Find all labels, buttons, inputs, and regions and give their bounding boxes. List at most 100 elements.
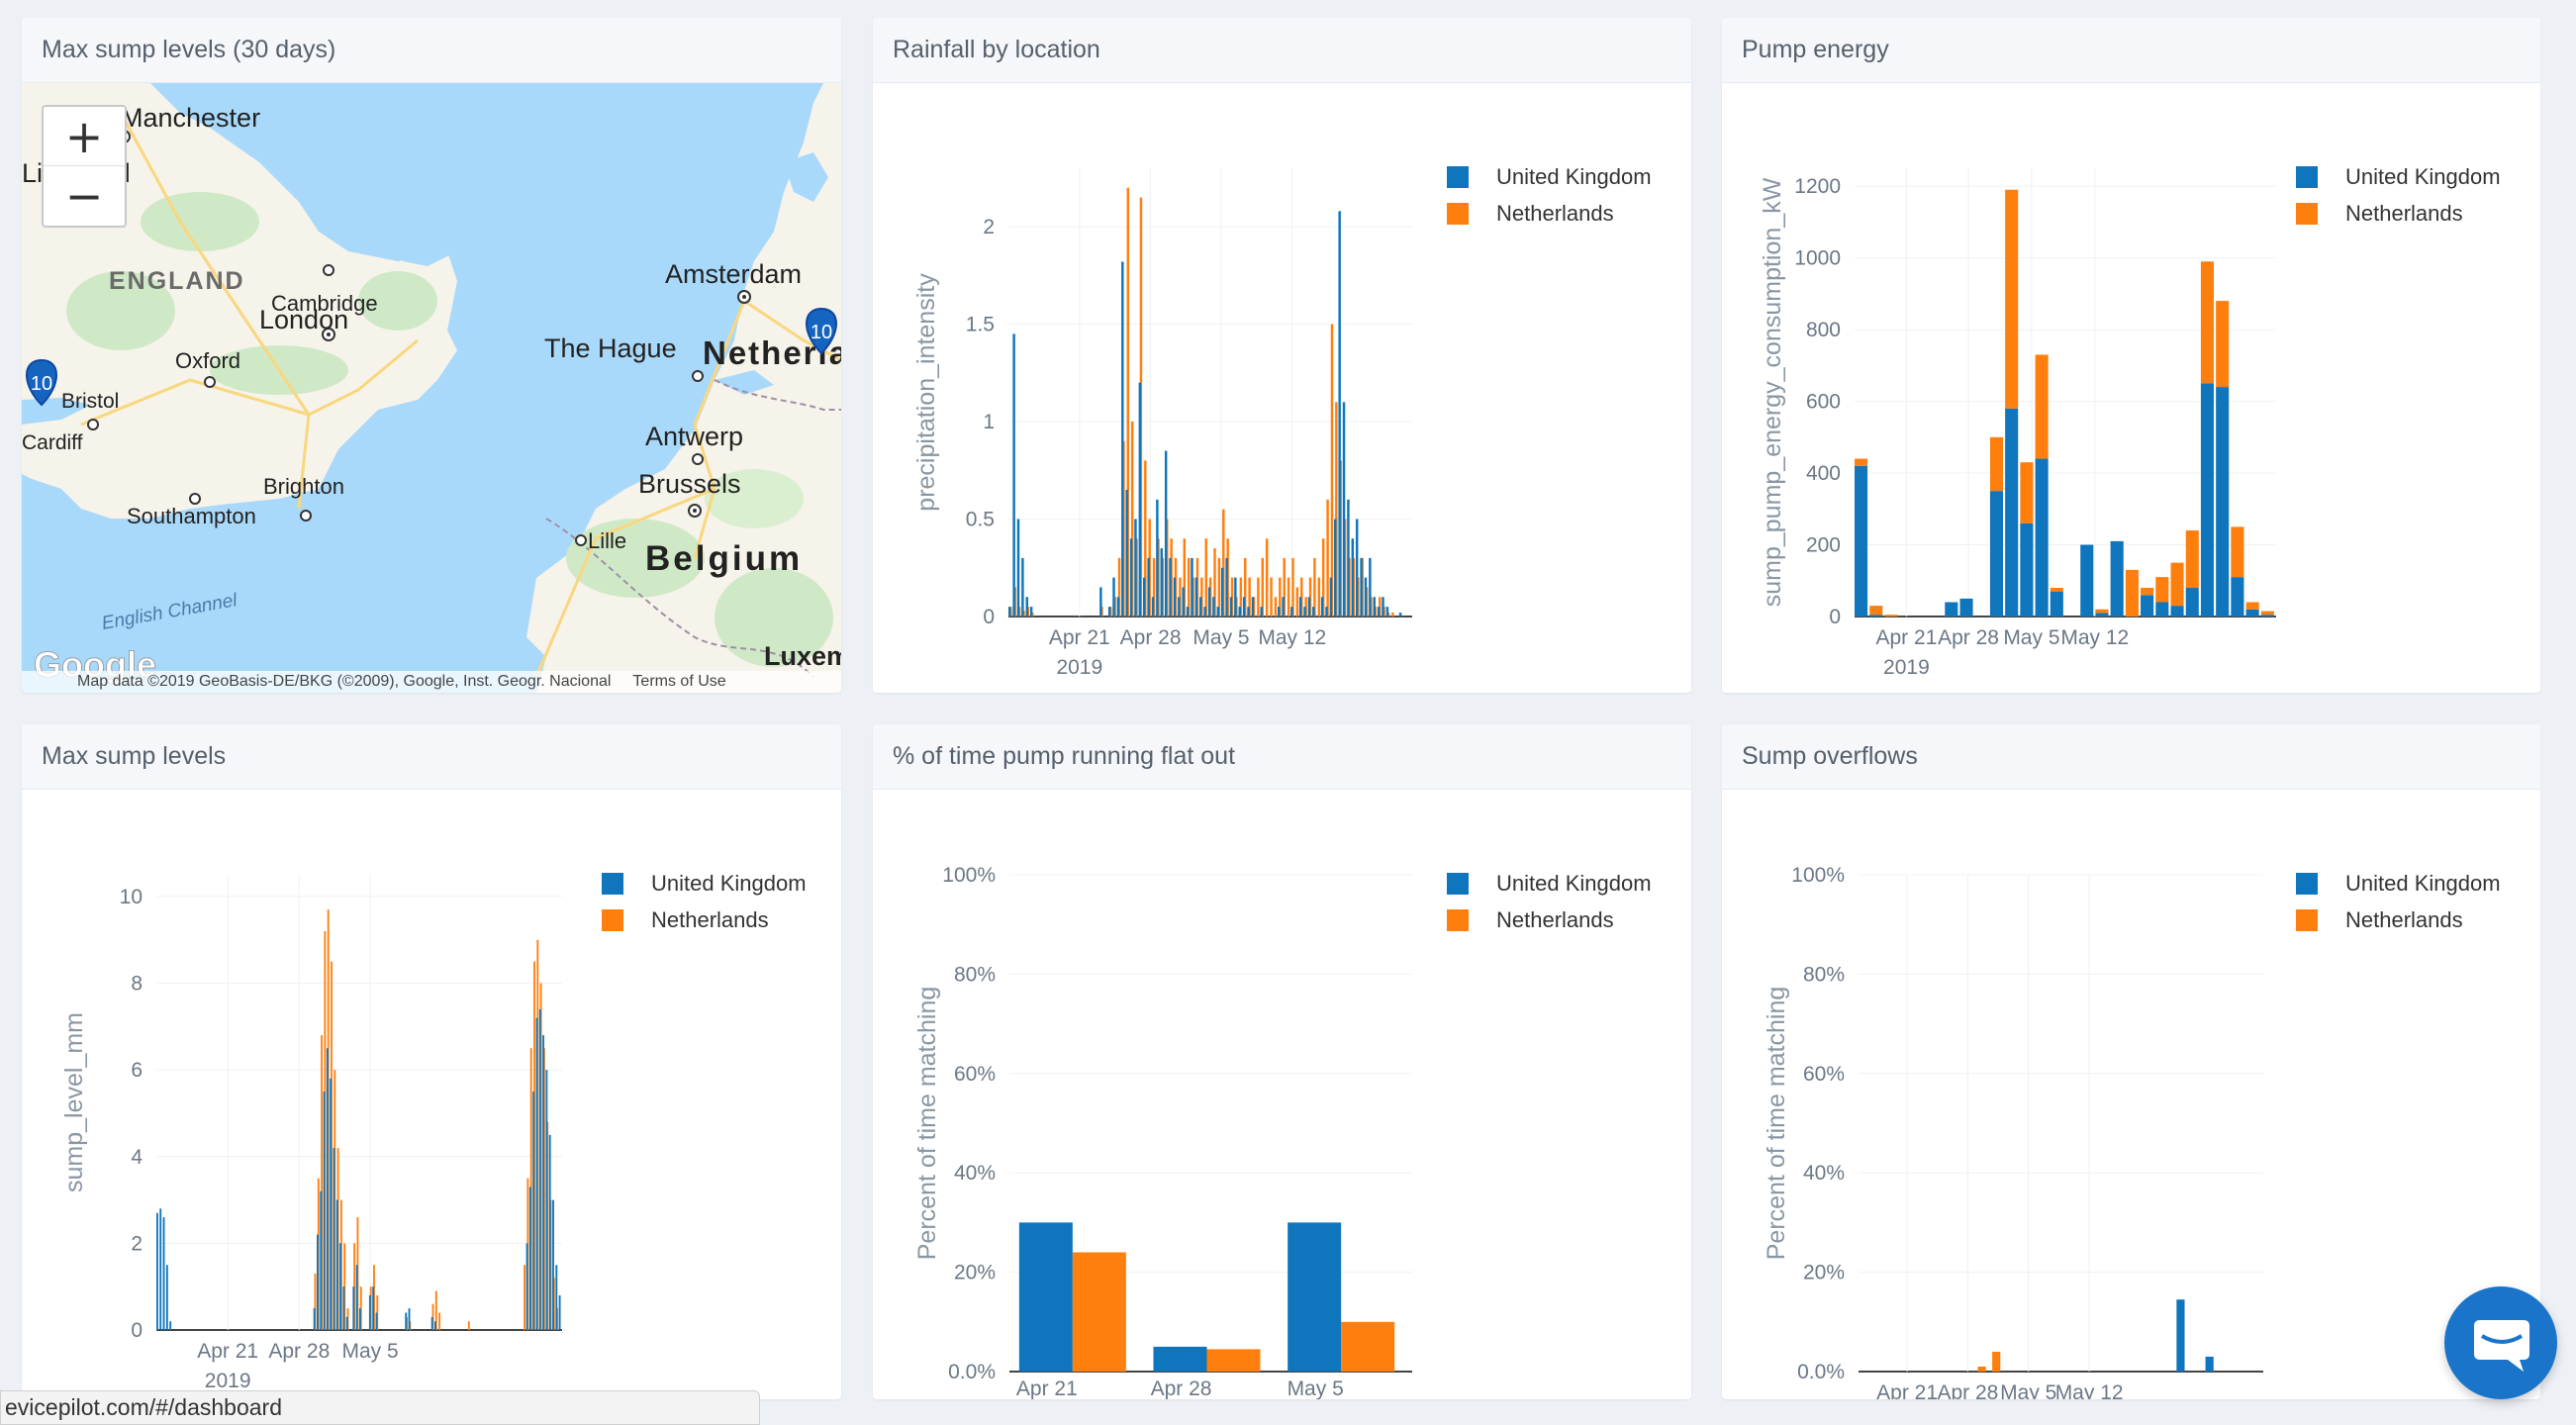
bar-united-kingdom [313, 1308, 316, 1330]
bar-united-kingdom [2095, 613, 2109, 617]
city-dot [87, 419, 99, 430]
bar-netherlands [1152, 557, 1156, 617]
map-label-luxembourg: Luxembourg [764, 641, 841, 671]
bar-united-kingdom [1278, 607, 1281, 617]
y-tick-label: 60% [1803, 1063, 1845, 1086]
bar-united-kingdom [333, 1148, 335, 1330]
sump-levels-panel: Max sump levels 0 2 4 6 8 10 sump_level_mm Apr … [22, 724, 841, 1399]
y-tick-label: 100% [1791, 864, 1845, 887]
y-tick-label: 40% [1803, 1162, 1845, 1185]
y-tick-label: 0.0% [948, 1361, 996, 1383]
city-dot [693, 509, 697, 513]
bar-united-kingdom [345, 1316, 348, 1330]
bar-netherlands [1204, 538, 1207, 617]
zoom-in-button[interactable]: + [44, 107, 125, 166]
y-axis-label: sump_pump_energy_consumption_kW [1759, 177, 1786, 607]
bar-united-kingdom [1199, 597, 1202, 617]
road [297, 414, 311, 510]
bar-united-kingdom [1398, 613, 1402, 617]
y-tick-label: 10 [120, 886, 143, 908]
bar-united-kingdom [1156, 499, 1159, 617]
bar-united-kingdom [1229, 597, 1233, 617]
bar-united-kingdom [1338, 211, 1341, 617]
bar-netherlands [2141, 588, 2154, 596]
green-area [358, 271, 437, 331]
y-tick-label: 0 [131, 1319, 143, 1342]
bar-united-kingdom [2216, 387, 2230, 617]
bar-united-kingdom [558, 1294, 561, 1330]
x-tick-label: May 12 [2060, 626, 2129, 649]
legend-swatch-uk [2296, 873, 2318, 895]
bar-united-kingdom [1320, 597, 1324, 617]
map-marker-bristol[interactable]: 10 [26, 358, 57, 407]
map-label-antwerp: Antwerp [645, 422, 743, 451]
bar-united-kingdom [1360, 557, 1363, 617]
bar-united-kingdom [326, 1048, 329, 1330]
bar-united-kingdom [1025, 597, 1029, 617]
y-tick-label: 20% [954, 1262, 996, 1284]
bar-netherlands [1130, 422, 1134, 617]
road [119, 112, 311, 416]
zoom-out-button[interactable]: − [64, 168, 104, 223]
bar-netherlands [1283, 557, 1286, 617]
bar-united-kingdom [162, 1217, 165, 1330]
x-tick-label: May 5 [2003, 626, 2059, 649]
y-tick-label: 2 [983, 216, 995, 238]
bar-netherlands [434, 1290, 437, 1330]
bar-united-kingdom [1347, 499, 1350, 617]
bar-united-kingdom [1012, 333, 1015, 617]
bar-united-kingdom [555, 1265, 558, 1330]
bar-united-kingdom [1234, 577, 1237, 617]
great-britain-land [22, 83, 457, 519]
green-area [66, 271, 175, 350]
bar-united-kingdom [1116, 597, 1120, 617]
map-terms-link[interactable]: Terms of Use [632, 673, 726, 690]
bar-netherlands [2095, 609, 2109, 614]
green-area [715, 568, 833, 667]
legend-label-nl: Netherlands [2345, 201, 2463, 226]
y-tick-label: 2 [131, 1232, 143, 1255]
map-label-belgium: Belgium [645, 539, 803, 578]
y-tick-label: 1.5 [966, 314, 995, 336]
city-dot [575, 534, 587, 546]
x-tick-label: May 12 [1258, 626, 1326, 649]
bar-united-kingdom [1288, 1222, 1342, 1372]
bar-netherlands [1183, 538, 1187, 617]
bar-netherlands [1265, 538, 1269, 617]
legend-swatch-uk [1447, 166, 1469, 188]
bar-united-kingdom [1203, 607, 1206, 617]
bar-netherlands [2020, 462, 2034, 523]
y-tick-label: 40% [954, 1162, 996, 1185]
flat-out-chart: 0.0% 20% 40% 60% 80% 100% Percent of time matc… [913, 864, 1652, 1399]
bar-united-kingdom [1382, 597, 1384, 617]
bar-united-kingdom [2155, 602, 2169, 617]
bar-united-kingdom [1169, 557, 1172, 617]
map-label-lille: Lille [588, 528, 626, 553]
bar-netherlands [1213, 548, 1216, 617]
chat-launcher-button[interactable] [2444, 1286, 2557, 1399]
bar-united-kingdom [1129, 538, 1133, 617]
city-dot [327, 332, 331, 336]
map-marker-netherlands[interactable]: 10 [806, 307, 837, 355]
y-tick-label: 80% [1803, 963, 1845, 986]
bar-united-kingdom [1329, 577, 1333, 617]
bar-netherlands [1257, 577, 1260, 617]
legend-label-uk: United Kingdom [2345, 871, 2501, 896]
bar-netherlands [1248, 577, 1251, 617]
border-be-fr [545, 518, 814, 678]
bar-united-kingdom [1147, 557, 1150, 617]
bar-netherlands [2260, 611, 2274, 616]
legend-swatch-nl [602, 909, 623, 931]
bar-united-kingdom [156, 1212, 158, 1330]
bar-netherlands [2231, 526, 2244, 578]
map-label-bristol: Bristol [61, 390, 119, 413]
city-dot [189, 493, 201, 505]
bar-united-kingdom [368, 1294, 371, 1330]
bar-united-kingdom [1364, 577, 1368, 617]
bar-netherlands [1117, 557, 1121, 617]
bar-united-kingdom [2080, 544, 2094, 617]
map-canvas[interactable]: Manchester Liverpool ENGLAND Cambridge O… [22, 83, 841, 693]
